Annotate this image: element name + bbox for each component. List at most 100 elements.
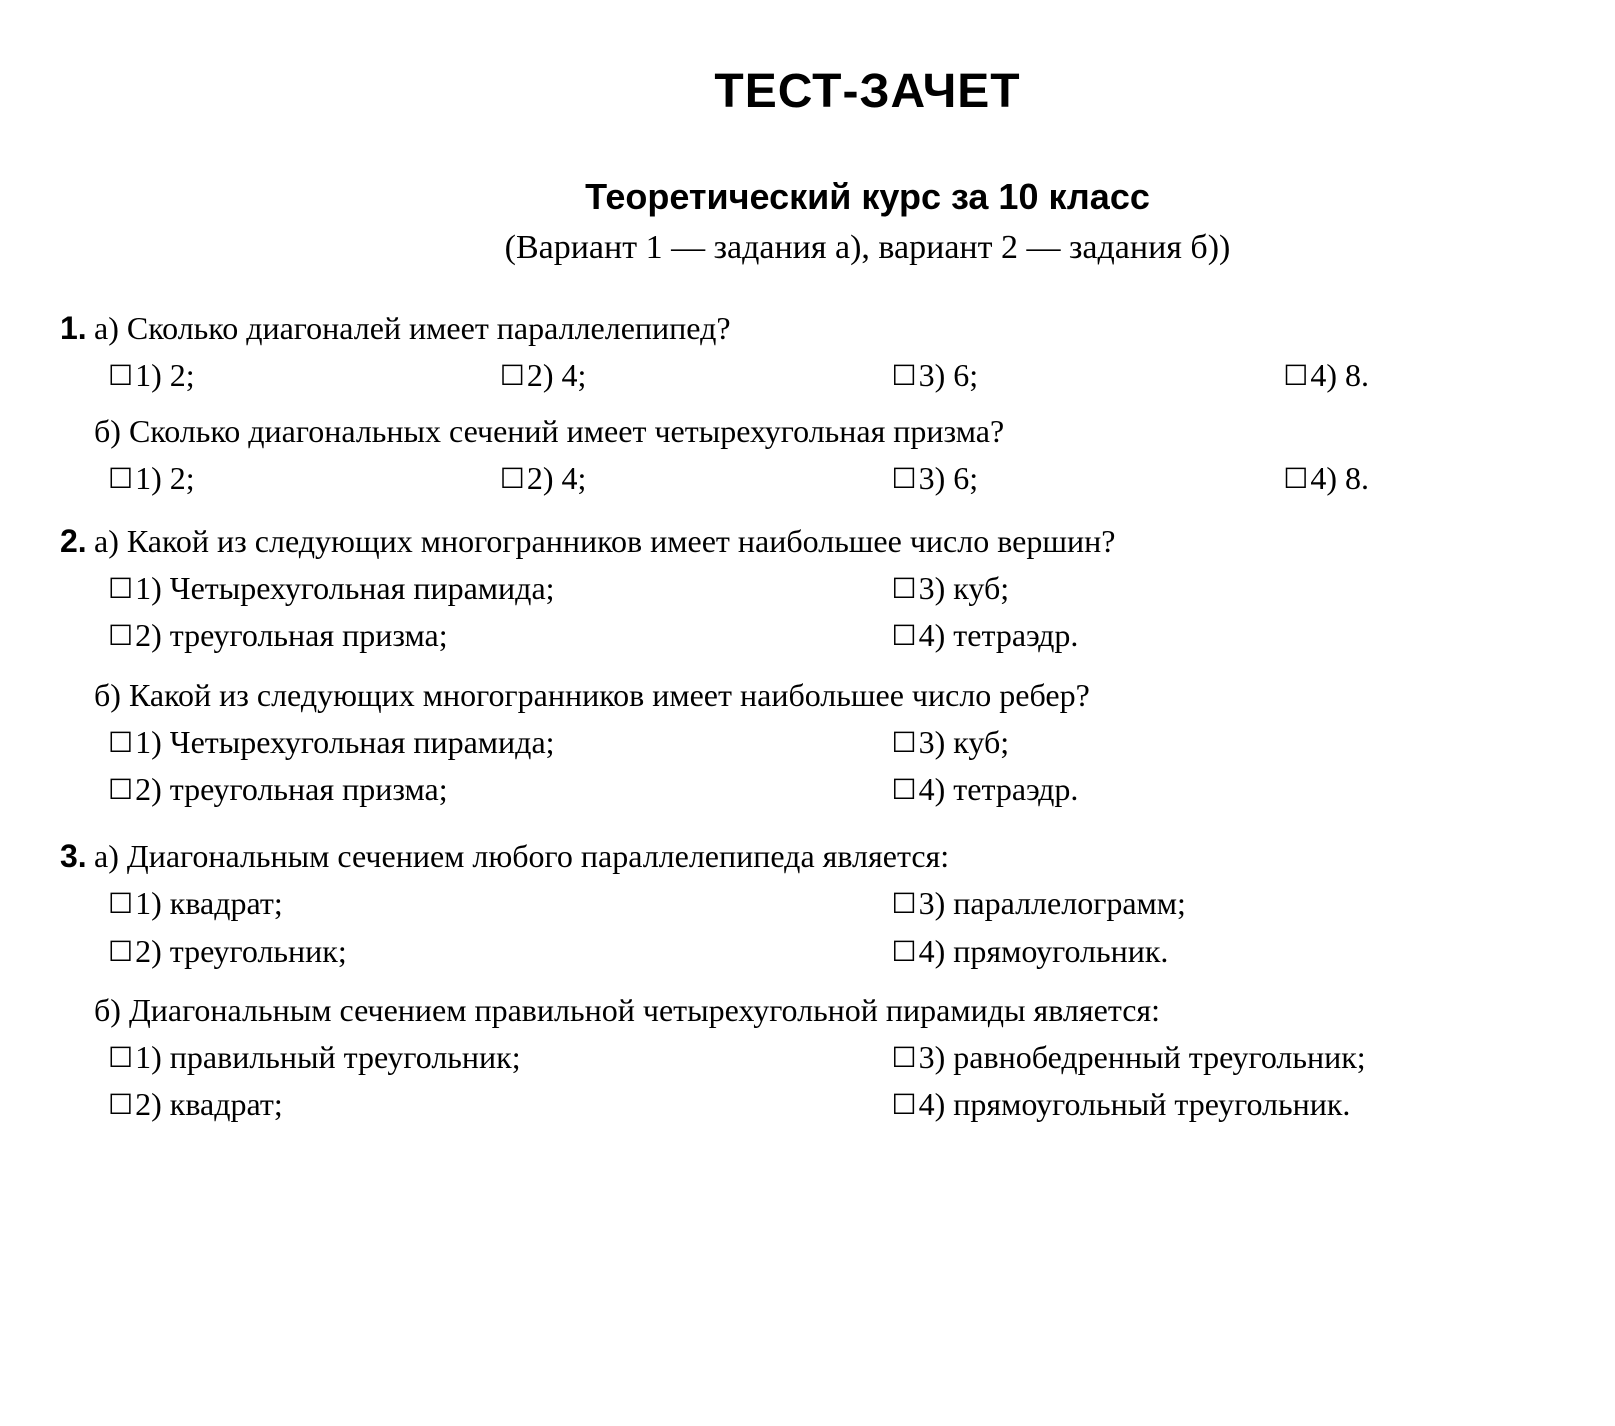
checkbox-icon: ☐ xyxy=(892,570,917,608)
checkbox-icon: ☐ xyxy=(108,885,133,923)
option-label: 2) треугольник; xyxy=(135,930,347,973)
option-label: 1) квадрат; xyxy=(135,882,283,925)
checkbox-icon: ☐ xyxy=(500,460,525,498)
checkbox-icon: ☐ xyxy=(892,617,917,655)
option-label: 2) 4; xyxy=(527,457,587,500)
option[interactable]: ☐2) треугольная призма; xyxy=(108,768,892,811)
checkbox-icon: ☐ xyxy=(892,933,917,971)
question-1: 1. а) Сколько диагоналей имеет параллеле… xyxy=(60,307,1615,500)
option-label: 2) 4; xyxy=(527,354,587,397)
option[interactable]: ☐2) 4; xyxy=(500,354,892,397)
option[interactable]: ☐1) квадрат; xyxy=(108,882,892,925)
question-3: 3. а) Диагональным сечением любого парал… xyxy=(60,835,1615,1130)
option-label: 3) равнобедренный треугольник; xyxy=(919,1036,1366,1079)
option[interactable]: ☐3) равнобедренный треугольник; xyxy=(892,1036,1615,1079)
subtitle-note: (Вариант 1 — задания а), вариант 2 — зад… xyxy=(60,225,1615,271)
option-label: 1) 2; xyxy=(135,354,195,397)
subtitle-bold: Теоретический курс за 10 класс xyxy=(60,173,1615,222)
checkbox-icon: ☐ xyxy=(892,1039,917,1077)
options-2col: ☐1) правильный треугольник; ☐2) квадрат;… xyxy=(60,1036,1615,1130)
checkbox-icon: ☐ xyxy=(892,460,917,498)
option-label: 2) квадрат; xyxy=(135,1083,283,1126)
options-row: ☐1) 2; ☐2) 4; ☐3) 6; ☐4) 8. xyxy=(60,354,1615,397)
question-number: 1. xyxy=(60,307,94,350)
question-3a: 3. а) Диагональным сечением любого парал… xyxy=(60,835,1615,977)
question-number: 3. xyxy=(60,835,94,878)
question-number: 2. xyxy=(60,520,94,563)
option[interactable]: ☐3) куб; xyxy=(892,721,1615,764)
option[interactable]: ☐1) Четырехугольная пирамида; xyxy=(108,567,892,610)
option[interactable]: ☐4) 8. xyxy=(1283,457,1615,500)
option-label: 3) 6; xyxy=(919,457,979,500)
option[interactable]: ☐4) 8. xyxy=(1283,354,1615,397)
option[interactable]: ☐4) прямоугольный треугольник. xyxy=(892,1083,1615,1126)
checkbox-icon: ☐ xyxy=(892,1086,917,1124)
option[interactable]: ☐4) тетраэдр. xyxy=(892,614,1615,657)
option-label: 2) треугольная призма; xyxy=(135,768,448,811)
checkbox-icon: ☐ xyxy=(1283,460,1308,498)
option-label: 4) 8. xyxy=(1310,457,1369,500)
option[interactable]: ☐2) 4; xyxy=(500,457,892,500)
option[interactable]: ☐1) Четырехугольная пирамида; xyxy=(108,721,892,764)
option-label: 4) тетраэдр. xyxy=(919,614,1079,657)
question-1a: 1. а) Сколько диагоналей имеет параллеле… xyxy=(60,307,1615,397)
checkbox-icon: ☐ xyxy=(108,460,133,498)
question-2: 2. а) Какой из следующих многогранников … xyxy=(60,520,1615,815)
option[interactable]: ☐1) правильный треугольник; xyxy=(108,1036,892,1079)
options-row: ☐1) 2; ☐2) 4; ☐3) 6; ☐4) 8. xyxy=(60,457,1615,500)
options-2col: ☐1) Четырехугольная пирамида; ☐2) треуго… xyxy=(60,567,1615,661)
checkbox-icon: ☐ xyxy=(500,357,525,395)
subtitle-block: Теоретический курс за 10 класс (Вариант … xyxy=(60,173,1615,271)
option-label: 1) правильный треугольник; xyxy=(135,1036,520,1079)
options-2col: ☐1) Четырехугольная пирамида; ☐2) треуго… xyxy=(60,721,1615,815)
question-text: а) Диагональным сечением любого параллел… xyxy=(94,835,1615,878)
option-label: 4) тетраэдр. xyxy=(919,768,1079,811)
option-label: 4) 8. xyxy=(1310,354,1369,397)
option[interactable]: ☐3) параллелограмм; xyxy=(892,882,1615,925)
checkbox-icon: ☐ xyxy=(892,724,917,762)
checkbox-icon: ☐ xyxy=(892,357,917,395)
checkbox-icon: ☐ xyxy=(1283,357,1308,395)
option[interactable]: ☐4) тетраэдр. xyxy=(892,768,1615,811)
option[interactable]: ☐2) квадрат; xyxy=(108,1083,892,1126)
option-label: 1) Четырехугольная пирамида; xyxy=(135,721,554,764)
option[interactable]: ☐4) прямоугольник. xyxy=(892,930,1615,973)
option[interactable]: ☐1) 2; xyxy=(108,457,500,500)
checkbox-icon: ☐ xyxy=(892,771,917,809)
question-text: б) Какой из следующих многогранников име… xyxy=(60,674,1615,717)
page-title: ТЕСТ-ЗАЧЕТ xyxy=(60,60,1615,125)
checkbox-icon: ☐ xyxy=(108,1039,133,1077)
option-label: 3) куб; xyxy=(919,567,1010,610)
checkbox-icon: ☐ xyxy=(108,1086,133,1124)
checkbox-icon: ☐ xyxy=(108,724,133,762)
question-2a: 2. а) Какой из следующих многогранников … xyxy=(60,520,1615,662)
option-label: 3) куб; xyxy=(919,721,1010,764)
checkbox-icon: ☐ xyxy=(108,570,133,608)
option-label: 3) 6; xyxy=(919,354,979,397)
checkbox-icon: ☐ xyxy=(108,771,133,809)
question-text: а) Какой из следующих многогранников име… xyxy=(94,520,1615,563)
checkbox-icon: ☐ xyxy=(892,885,917,923)
option-label: 3) параллелограмм; xyxy=(919,882,1186,925)
checkbox-icon: ☐ xyxy=(108,933,133,971)
option-label: 4) прямоугольник. xyxy=(919,930,1169,973)
option-label: 4) прямоугольный треугольник. xyxy=(919,1083,1351,1126)
option-label: 1) 2; xyxy=(135,457,195,500)
option[interactable]: ☐2) треугольник; xyxy=(108,930,892,973)
option[interactable]: ☐3) 6; xyxy=(892,457,1284,500)
question-text: б) Сколько диагональных сечений имеет че… xyxy=(60,410,1615,453)
question-1b: б) Сколько диагональных сечений имеет че… xyxy=(60,410,1615,500)
option[interactable]: ☐2) треугольная призма; xyxy=(108,614,892,657)
options-2col: ☐1) квадрат; ☐2) треугольник; ☐3) паралл… xyxy=(60,882,1615,976)
option[interactable]: ☐1) 2; xyxy=(108,354,500,397)
question-text: а) Сколько диагоналей имеет параллелепип… xyxy=(94,307,1615,350)
option-label: 1) Четырехугольная пирамида; xyxy=(135,567,554,610)
checkbox-icon: ☐ xyxy=(108,617,133,655)
option[interactable]: ☐3) куб; xyxy=(892,567,1615,610)
checkbox-icon: ☐ xyxy=(108,357,133,395)
question-text: б) Диагональным сечением правильной четы… xyxy=(60,989,1615,1032)
option-label: 2) треугольная призма; xyxy=(135,614,448,657)
option[interactable]: ☐3) 6; xyxy=(892,354,1284,397)
question-3b: б) Диагональным сечением правильной четы… xyxy=(60,989,1615,1131)
question-2b: б) Какой из следующих многогранников име… xyxy=(60,674,1615,816)
